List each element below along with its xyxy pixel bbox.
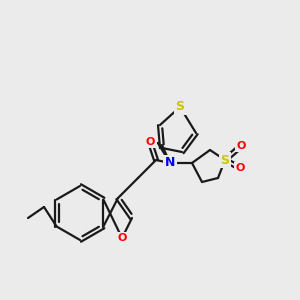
Text: O: O <box>145 137 155 147</box>
Text: O: O <box>236 141 246 151</box>
Text: S: S <box>176 100 184 113</box>
Text: O: O <box>117 233 127 243</box>
Text: S: S <box>220 154 230 166</box>
Text: N: N <box>165 157 175 169</box>
Text: O: O <box>235 163 245 173</box>
